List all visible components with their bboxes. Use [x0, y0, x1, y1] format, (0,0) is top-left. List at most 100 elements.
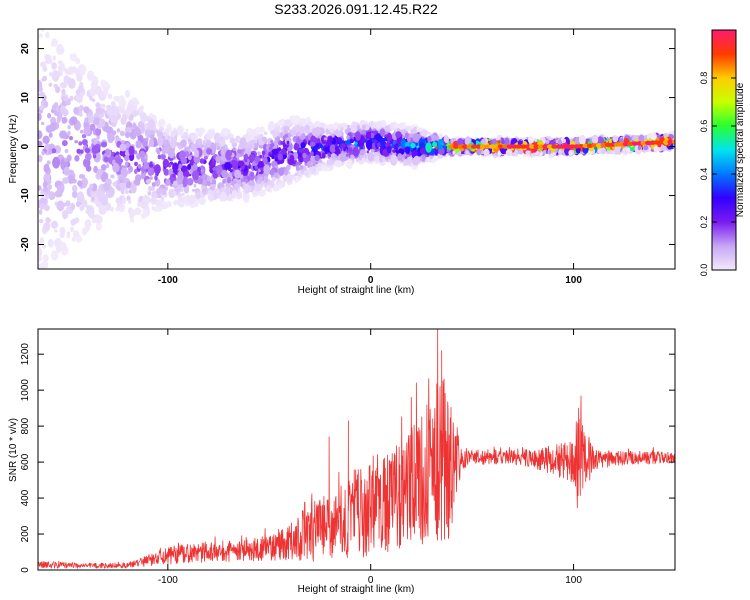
heatmap-cell	[51, 38, 58, 47]
heatmap-cell	[209, 199, 213, 202]
heatmap-cell	[537, 144, 545, 149]
heatmap-cell	[162, 158, 170, 168]
heatmap-cell	[432, 141, 438, 148]
heatmap-cell	[59, 105, 66, 114]
heatmap-cell	[396, 137, 401, 145]
heatmap-cell	[379, 128, 386, 137]
heatmap-cell	[56, 71, 61, 78]
heatmap-cell	[180, 186, 184, 193]
heatmap-cell	[47, 239, 54, 248]
heatmap-cell	[375, 155, 380, 163]
heatmap-cell	[46, 194, 50, 199]
heatmap-cell	[136, 100, 140, 105]
heatmap-cell	[198, 127, 205, 134]
heatmap-cell	[331, 133, 335, 138]
heatmap-cell	[373, 139, 378, 143]
heatmap-cell	[280, 141, 284, 145]
heatmap-y-tick-label: 0	[20, 143, 31, 149]
heatmap-cell	[91, 196, 95, 201]
heatmap-cell	[502, 144, 509, 149]
heatmap-cell	[278, 167, 285, 176]
heatmap-cell	[243, 184, 252, 193]
heatmap-cell	[290, 128, 297, 136]
heatmap-cell	[257, 151, 261, 155]
heatmap-cell	[326, 159, 334, 166]
heatmap-y-axis-label: Frequency (Hz)	[8, 115, 19, 184]
heatmap-x-tick-label: 100	[565, 275, 582, 286]
heatmap-cell	[71, 236, 76, 242]
heatmap-cell	[224, 162, 231, 170]
heatmap-cell	[258, 176, 264, 182]
heatmap-cell	[334, 145, 339, 152]
heatmap-cell	[178, 196, 184, 203]
heatmap-cell	[56, 247, 61, 254]
heatmap-cell	[61, 140, 68, 147]
heatmap-cell	[242, 192, 250, 203]
heatmap-cell	[155, 172, 159, 177]
heatmap-cell	[254, 155, 261, 164]
heatmap-cell	[335, 160, 343, 168]
heatmap-cell	[84, 147, 91, 154]
heatmap-cell	[198, 197, 206, 205]
heatmap-cell	[286, 173, 293, 183]
heatmap-cell	[68, 78, 76, 89]
heatmap-cell	[110, 206, 114, 212]
heatmap-cell	[48, 82, 53, 87]
heatmap-cell	[167, 127, 172, 132]
heatmap-cell	[558, 148, 563, 156]
heatmap-cell	[237, 160, 245, 167]
heatmap-cell	[145, 137, 149, 142]
heatmap-y-tick-label: -10	[20, 188, 31, 203]
heatmap-cell	[484, 144, 491, 149]
heatmap-cell	[173, 155, 176, 160]
heatmap-cell	[173, 180, 178, 186]
heatmap-cell	[72, 230, 80, 238]
heatmap-cell	[55, 86, 61, 94]
heatmap-cell	[119, 98, 127, 108]
heatmap-cell	[452, 150, 456, 155]
heatmap-cell	[367, 152, 374, 162]
heatmap-cell	[201, 173, 208, 182]
heatmap-cell	[392, 140, 396, 145]
heatmap-cell	[93, 165, 98, 173]
heatmap-cell	[170, 130, 176, 138]
heatmap-cell	[124, 126, 132, 134]
heatmap-cell	[39, 91, 45, 97]
heatmap-cell	[263, 164, 271, 175]
heatmap-cell	[75, 93, 83, 104]
heatmap-cell	[145, 179, 152, 184]
heatmap-cell	[554, 148, 558, 154]
heatmap-cell	[90, 87, 94, 93]
heatmap-cell	[271, 148, 279, 156]
heatmap-cell	[258, 140, 264, 146]
heatmap-cell	[176, 125, 184, 136]
heatmap-cell	[63, 166, 71, 176]
heatmap-cell	[310, 156, 316, 164]
heatmap-cell	[42, 75, 48, 82]
heatmap-cell	[252, 193, 257, 198]
heatmap-cell	[356, 141, 361, 147]
heatmap-cell	[327, 136, 333, 143]
heatmap-cell	[410, 129, 416, 134]
heatmap-cell	[121, 114, 128, 122]
heatmap-cell	[548, 149, 552, 155]
heatmap-cell	[517, 149, 524, 155]
heatmap-cell	[346, 135, 350, 140]
heatmap-cell	[95, 103, 101, 109]
heatmap-cell	[220, 191, 228, 201]
heatmap-cell	[159, 128, 163, 132]
heatmap-cell	[352, 146, 360, 157]
heatmap-cell	[283, 130, 288, 134]
heatmap-cell	[106, 104, 112, 110]
heatmap-x-tick-label: -100	[158, 275, 178, 286]
heatmap-cell	[89, 123, 96, 131]
heatmap-cell	[314, 154, 320, 162]
heatmap-cell	[112, 181, 118, 187]
heatmap-cell	[156, 129, 163, 138]
heatmap-cell	[258, 160, 264, 168]
heatmap-cell	[111, 105, 120, 116]
heatmap-cell	[420, 130, 428, 137]
heatmap-cell	[259, 154, 262, 159]
heatmap-cell	[260, 192, 264, 197]
heatmap-cell	[61, 117, 67, 124]
